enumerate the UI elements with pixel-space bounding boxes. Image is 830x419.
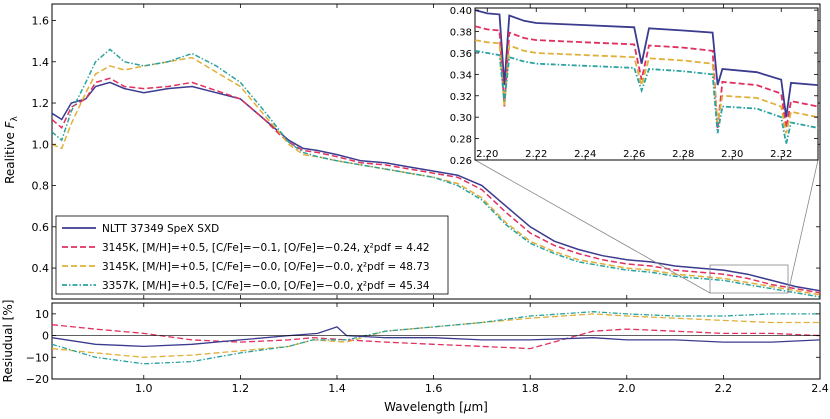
residual-xtick-label: 1.4: [328, 382, 346, 395]
inset-series-line-2: [475, 39, 818, 134]
inset-ytick-label: 0.40: [450, 6, 472, 17]
residual-series-line-1: [52, 313, 820, 358]
inset-ticks: 0.26 0.28 0.30 0.32 0.34 0.36 0.38 0.40 2.20 2.22…: [450, 6, 818, 167]
legend-entry-2: 3145K, [M/H]=+0.5, [C/Fe]=−0.0, [O/Fe]=−…: [102, 261, 430, 273]
residual-ytick-label: −10: [26, 351, 49, 364]
residual-series-line-2: [52, 311, 820, 365]
main-ytick-label: 1.4: [32, 56, 50, 69]
inset-ytick-label: 0.34: [450, 70, 472, 81]
inset-xtick-label: 2.28: [672, 149, 694, 160]
residual-ytick-label: −20: [26, 373, 49, 386]
legend: NLTT 37349 SpeX SXD 3145K, [M/H]=+0.5, [C…: [55, 215, 449, 295]
residual-xtick-label: 2.4: [811, 382, 829, 395]
x-axis-label: Wavelength [μm]: [384, 400, 488, 414]
residual-ticks: −20 −10 0 10 1.0 1.2 1.4 1.6 1.8 2.0 2.2 2.4: [26, 303, 829, 395]
residual-xtick-label: 2.0: [618, 382, 636, 395]
inset-xtick-label: 2.30: [721, 149, 743, 160]
main-ytick-label: 1.0: [32, 138, 50, 151]
legend-box: [55, 215, 449, 295]
zoom-region-box: [709, 264, 789, 294]
main-series-line-0: [52, 81, 820, 292]
main-y-axis-label: Realitive Fλ: [3, 115, 20, 183]
inset-xtick-label: 2.22: [525, 149, 547, 160]
zoom-connector-left: [474, 159, 711, 294]
residual-series-line-0: [52, 324, 820, 350]
main-series-line-2: [52, 56, 820, 296]
legend-entry-1: 3145K, [M/H]=+0.5, [C/Fe]=−0.1, [O/Fe]=−…: [102, 242, 430, 254]
main-series-line-3: [52, 48, 820, 298]
residual-xtick-label: 1.2: [232, 382, 250, 395]
residual-series-line-3: [52, 326, 820, 348]
residual-xtick-label: 2.2: [715, 382, 733, 395]
residual-ytick-label: 0: [42, 330, 49, 343]
legend-entry-0: NLTT 37349 SpeX SXD: [102, 223, 219, 235]
main-ytick-label: 0.8: [32, 180, 50, 193]
residual-y-axis-label: Resiudual [%]: [1, 300, 15, 383]
inset-series-line-0: [475, 9, 818, 118]
inset-xtick-label: 2.32: [770, 149, 792, 160]
main-series-group: [52, 48, 820, 298]
inset-series-group: [475, 9, 818, 145]
main-ytick-label: 0.6: [32, 221, 50, 234]
inset-xtick-label: 2.24: [574, 149, 596, 160]
legend-entry-3: 3357K, [M/H]=+0.5, [C/Fe]=−0.0, [O/Fe]=−…: [102, 280, 430, 292]
inset-ytick-label: 0.38: [450, 28, 472, 39]
residual-ytick-label: 10: [35, 308, 49, 321]
zoom-connector-right: [787, 159, 819, 294]
inset-ytick-label: 0.26: [450, 156, 472, 167]
inset-series-line-3: [475, 49, 818, 145]
inset-plot-frame: [474, 7, 819, 161]
residual-xtick-label: 1.8: [521, 382, 539, 395]
residual-xtick-label: 1.6: [425, 382, 443, 395]
main-ytick-label: 0.4: [32, 262, 50, 275]
main-y-ticks: 0.4 0.6 0.8 1.0 1.2 1.4 1.6: [32, 4, 821, 299]
residual-series-group: [52, 311, 820, 365]
inset-ytick-label: 0.32: [450, 92, 472, 103]
inset-xtick-label: 2.20: [476, 149, 498, 160]
inset-ytick-label: 0.28: [450, 135, 472, 146]
residual-xtick-label: 1.0: [135, 382, 153, 395]
inset-ytick-label: 0.36: [450, 49, 472, 60]
inset-ytick-label: 0.30: [450, 113, 472, 124]
main-ytick-label: 1.6: [32, 15, 50, 28]
inset-xtick-label: 2.26: [623, 149, 645, 160]
main-ytick-label: 1.2: [32, 97, 50, 110]
